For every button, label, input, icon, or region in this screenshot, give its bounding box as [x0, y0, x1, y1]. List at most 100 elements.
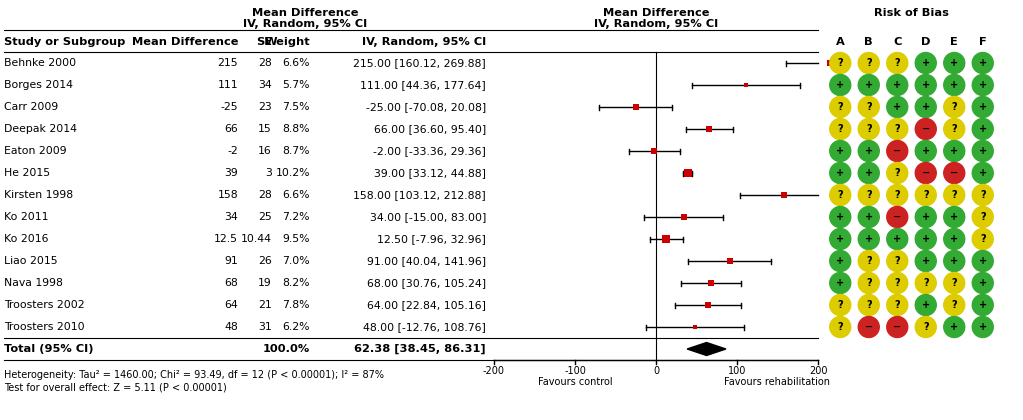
Text: ?: ?: [838, 58, 843, 68]
Text: +: +: [893, 234, 901, 244]
Text: +: +: [836, 168, 844, 178]
Text: +: +: [893, 80, 901, 90]
Circle shape: [830, 74, 851, 95]
Text: 25: 25: [258, 212, 272, 222]
Circle shape: [916, 250, 936, 271]
Text: -2.00 [-33.36, 29.36]: -2.00 [-33.36, 29.36]: [373, 146, 486, 156]
Text: 48: 48: [224, 322, 238, 332]
Text: +: +: [979, 80, 987, 90]
Text: 6.6%: 6.6%: [282, 190, 310, 200]
Text: +: +: [922, 58, 930, 68]
Text: 16: 16: [258, 146, 272, 156]
Circle shape: [972, 118, 993, 139]
Circle shape: [944, 97, 965, 118]
Circle shape: [858, 52, 879, 74]
Text: -200: -200: [483, 366, 505, 376]
Circle shape: [858, 141, 879, 162]
Circle shape: [830, 207, 851, 228]
Text: 39: 39: [224, 168, 238, 178]
Text: 8.2%: 8.2%: [282, 278, 310, 288]
Text: +: +: [922, 300, 930, 310]
Text: Borges 2014: Borges 2014: [4, 80, 73, 90]
Text: +: +: [979, 58, 987, 68]
Circle shape: [916, 97, 936, 118]
Text: -25.00 [-70.08, 20.08]: -25.00 [-70.08, 20.08]: [366, 102, 486, 112]
Text: 215: 215: [217, 58, 238, 68]
Text: Heterogeneity: Tau² = 1460.00; Chi² = 93.49, df = 12 (P < 0.00001); I² = 87%: Heterogeneity: Tau² = 1460.00; Chi² = 93…: [4, 370, 384, 380]
Circle shape: [972, 273, 993, 294]
Text: Study or Subgroup: Study or Subgroup: [4, 37, 126, 47]
Text: 68.00 [30.76, 105.24]: 68.00 [30.76, 105.24]: [367, 278, 486, 288]
Circle shape: [887, 250, 907, 271]
Text: 12.5: 12.5: [214, 234, 238, 244]
Text: 10.2%: 10.2%: [275, 168, 310, 178]
Text: 6.2%: 6.2%: [282, 322, 310, 332]
Text: Mean Difference: Mean Difference: [132, 37, 238, 47]
Text: +: +: [864, 80, 873, 90]
Text: ?: ?: [894, 168, 900, 178]
Circle shape: [944, 317, 965, 338]
Text: +: +: [864, 212, 873, 222]
Circle shape: [830, 228, 851, 249]
Text: Troosters 2002: Troosters 2002: [4, 300, 85, 310]
Text: E: E: [950, 37, 959, 47]
Circle shape: [916, 163, 936, 184]
Text: 62.38 [38.45, 86.31]: 62.38 [38.45, 86.31]: [354, 344, 486, 354]
Circle shape: [972, 228, 993, 249]
Circle shape: [944, 163, 965, 184]
Text: ?: ?: [865, 256, 872, 266]
Text: 215.00 [160.12, 269.88]: 215.00 [160.12, 269.88]: [353, 58, 486, 68]
Text: 10.44: 10.44: [241, 234, 272, 244]
Text: -100: -100: [564, 366, 586, 376]
Text: −: −: [893, 322, 901, 332]
Text: +: +: [836, 146, 844, 156]
Circle shape: [944, 228, 965, 249]
Text: Favours rehabilitation: Favours rehabilitation: [724, 377, 831, 387]
Circle shape: [944, 184, 965, 205]
Circle shape: [916, 228, 936, 249]
Text: ?: ?: [923, 322, 929, 332]
Circle shape: [830, 273, 851, 294]
Text: +: +: [950, 58, 959, 68]
Text: ?: ?: [838, 190, 843, 200]
Text: ?: ?: [838, 322, 843, 332]
Text: SE: SE: [256, 37, 272, 47]
Text: 12.50 [-7.96, 32.96]: 12.50 [-7.96, 32.96]: [377, 234, 486, 244]
Circle shape: [944, 74, 965, 95]
Text: −: −: [893, 212, 901, 222]
Text: +: +: [922, 212, 930, 222]
Text: Carr 2009: Carr 2009: [4, 102, 58, 112]
Text: Deepak 2014: Deepak 2014: [4, 124, 77, 134]
Text: ?: ?: [923, 190, 929, 200]
Text: A: A: [836, 37, 845, 47]
Text: +: +: [922, 256, 930, 266]
Text: 34.00 [-15.00, 83.00]: 34.00 [-15.00, 83.00]: [369, 212, 486, 222]
Text: −: −: [950, 168, 959, 178]
Text: 158.00 [103.12, 212.88]: 158.00 [103.12, 212.88]: [353, 190, 486, 200]
Circle shape: [887, 273, 907, 294]
Text: +: +: [922, 234, 930, 244]
Text: ?: ?: [951, 278, 958, 288]
Circle shape: [858, 250, 879, 271]
Circle shape: [858, 317, 879, 338]
Circle shape: [858, 207, 879, 228]
Text: +: +: [836, 234, 844, 244]
Circle shape: [972, 163, 993, 184]
Text: −: −: [893, 146, 901, 156]
Text: 100: 100: [727, 366, 746, 376]
Circle shape: [972, 250, 993, 271]
Circle shape: [858, 118, 879, 139]
Text: 28: 28: [258, 58, 272, 68]
Text: Ko 2016: Ko 2016: [4, 234, 48, 244]
Text: +: +: [922, 80, 930, 90]
Circle shape: [972, 294, 993, 315]
Text: ?: ?: [865, 102, 872, 112]
Text: 6.6%: 6.6%: [282, 58, 310, 68]
Circle shape: [887, 118, 907, 139]
Text: 48.00 [-12.76, 108.76]: 48.00 [-12.76, 108.76]: [363, 322, 486, 332]
Text: B: B: [864, 37, 873, 47]
Text: +: +: [950, 234, 959, 244]
Circle shape: [944, 118, 965, 139]
Text: +: +: [979, 124, 987, 134]
Polygon shape: [687, 342, 726, 355]
